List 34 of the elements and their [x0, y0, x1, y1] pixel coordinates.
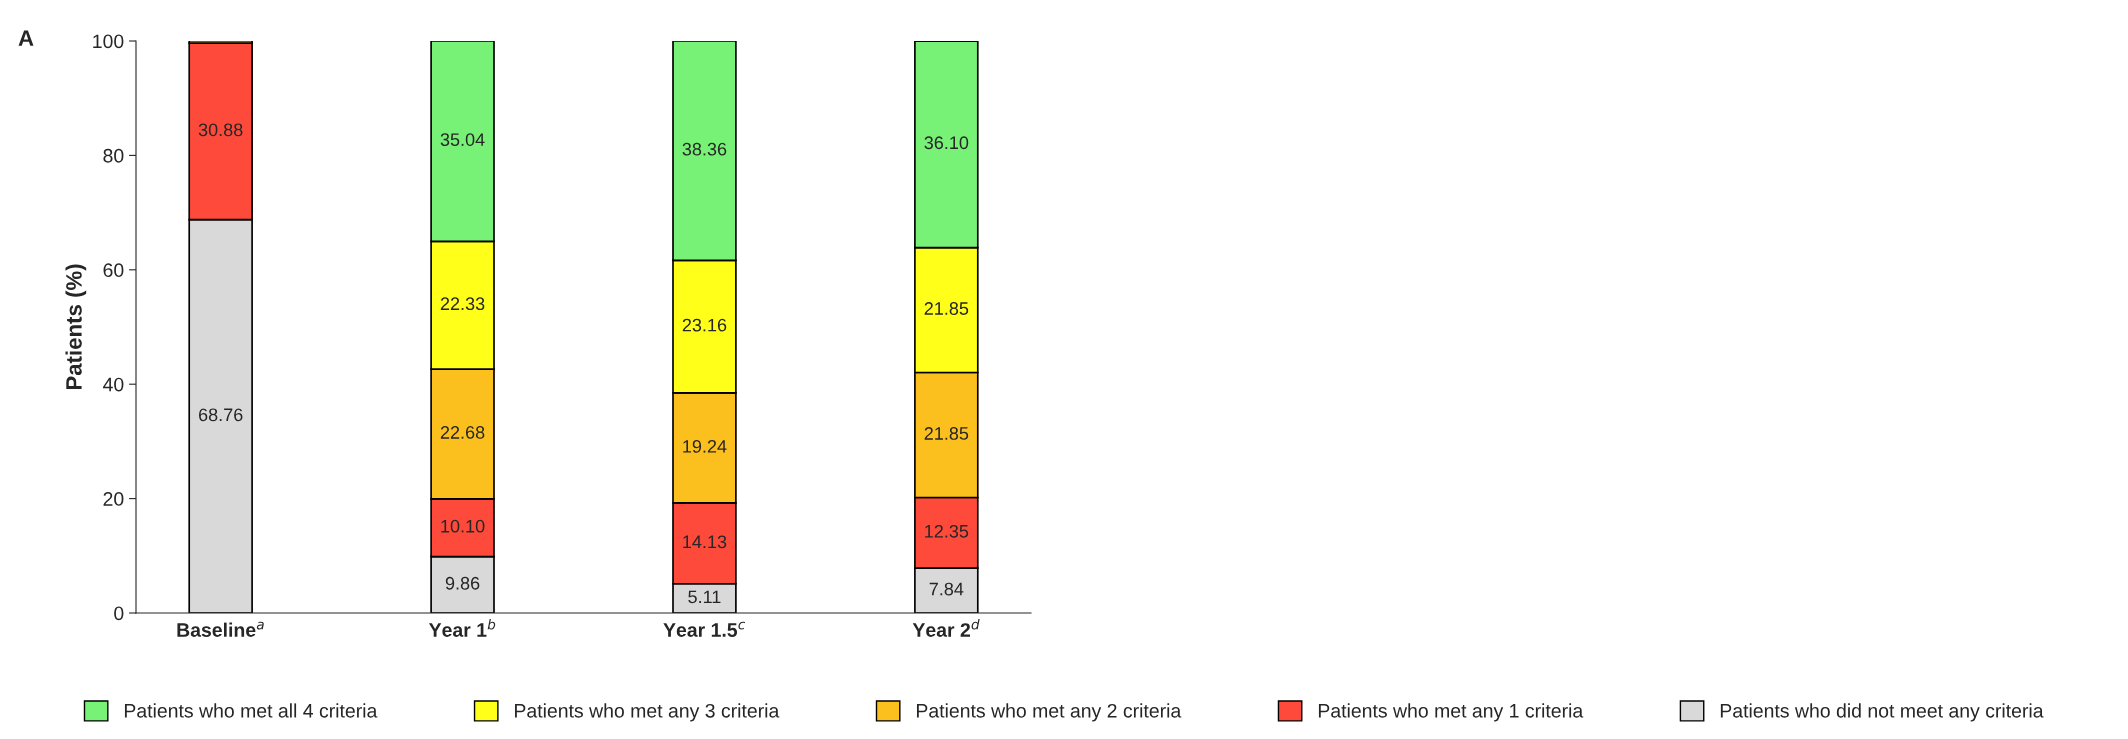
y-tick-label: 20 — [103, 492, 124, 506]
data-label: 21.85 — [924, 427, 969, 440]
legend-label: Patients who met any 3 criteria — [515, 703, 780, 722]
data-label: 19.24 — [683, 439, 727, 453]
legend-label: Patients who met any 1 criteria — [1318, 703, 1584, 722]
x-tick-label: Year 2$^{d}$ — [912, 618, 980, 637]
data-label: 10.10 — [441, 519, 485, 533]
x-tick-label: Baseline$^{a}$ — [177, 621, 264, 637]
data-label: 38.36 — [682, 142, 727, 156]
data-label: 22.33 — [440, 297, 485, 311]
text: A — [18, 30, 34, 46]
x-tick-label: Year 1.5$^{c}$ — [663, 621, 746, 637]
x-tick-label: Year 1$^{b}$ — [428, 618, 496, 637]
y-tick-label: 80 — [103, 148, 124, 163]
data-label: 9.86 — [445, 576, 480, 590]
legend-label: Patients who did not meet any criteria — [1720, 703, 2044, 722]
data-label: 68.76 — [198, 408, 243, 422]
y-tick-label: 60 — [103, 263, 124, 278]
y-tick-label: 0 — [114, 606, 124, 621]
data-label: 14.13 — [683, 535, 727, 549]
data-label: 21.85 — [924, 302, 969, 315]
data-label: 22.68 — [440, 426, 485, 439]
data-label: 35.04 — [440, 133, 485, 146]
data-label: 12.35 — [925, 524, 969, 538]
data-label: 30.88 — [198, 123, 243, 137]
data-label: 36.10 — [924, 136, 969, 150]
data-label: 5.11 — [688, 590, 721, 604]
data-label: 7.84 — [929, 582, 964, 596]
data-label: 23.16 — [682, 318, 727, 332]
legend-label: Patients who met any 2 criteria — [916, 703, 1182, 722]
y-axis-title: Patients (%) — [65, 264, 87, 390]
y-tick-label: 100 — [93, 34, 124, 49]
y-tick-label: 40 — [103, 377, 124, 392]
legend-label: Patients who met all 4 criteria — [124, 703, 378, 718]
